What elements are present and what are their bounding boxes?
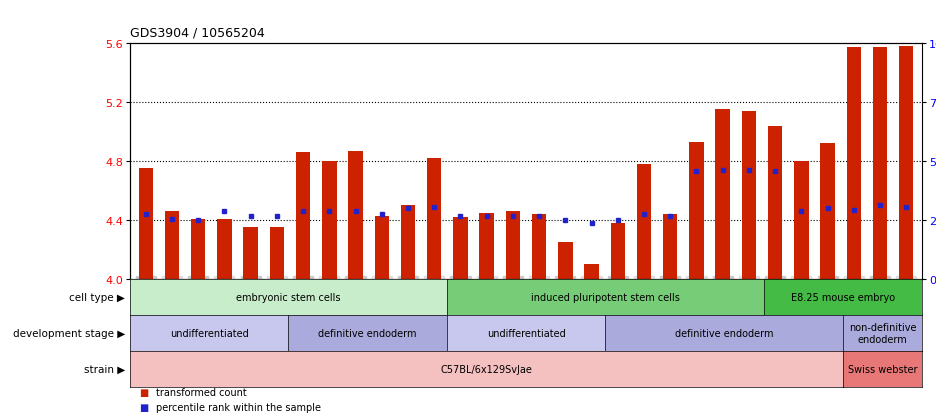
Text: embryonic stem cells: embryonic stem cells bbox=[236, 292, 341, 302]
Text: ■: ■ bbox=[139, 402, 149, 412]
Text: ■: ■ bbox=[139, 387, 149, 397]
Bar bbox=[794, 161, 809, 279]
Text: Swiss webster: Swiss webster bbox=[848, 364, 917, 374]
Text: GDS3904 / 10565204: GDS3904 / 10565204 bbox=[130, 27, 265, 40]
Bar bbox=[322, 161, 337, 279]
Bar bbox=[741, 112, 756, 279]
Text: non-definitive
endoderm: non-definitive endoderm bbox=[849, 323, 916, 344]
Bar bbox=[768, 126, 782, 279]
Text: definitive endoderm: definitive endoderm bbox=[675, 328, 773, 338]
Bar bbox=[165, 211, 179, 279]
Bar bbox=[139, 169, 153, 279]
Bar bbox=[636, 164, 651, 279]
Text: strain ▶: strain ▶ bbox=[84, 364, 125, 374]
Bar bbox=[846, 48, 861, 279]
Bar bbox=[532, 215, 547, 279]
Bar bbox=[505, 211, 520, 279]
Text: E8.25 mouse embryo: E8.25 mouse embryo bbox=[791, 292, 895, 302]
Bar bbox=[610, 223, 625, 279]
Bar bbox=[453, 218, 468, 279]
Bar bbox=[217, 219, 231, 279]
Text: cell type ▶: cell type ▶ bbox=[69, 292, 125, 302]
Text: development stage ▶: development stage ▶ bbox=[13, 328, 125, 338]
Bar bbox=[584, 265, 599, 279]
Text: C57BL/6x129SvJae: C57BL/6x129SvJae bbox=[441, 364, 533, 374]
Text: undifferentiated: undifferentiated bbox=[487, 328, 565, 338]
Bar bbox=[191, 219, 205, 279]
Bar bbox=[715, 110, 730, 279]
Bar bbox=[873, 48, 887, 279]
Bar bbox=[296, 153, 311, 279]
Bar bbox=[427, 159, 442, 279]
Text: percentile rank within the sample: percentile rank within the sample bbox=[156, 402, 321, 412]
Bar bbox=[899, 47, 914, 279]
Bar bbox=[401, 206, 416, 279]
Bar bbox=[663, 215, 678, 279]
Text: undifferentiated: undifferentiated bbox=[169, 328, 249, 338]
Bar bbox=[689, 142, 704, 279]
Text: definitive endoderm: definitive endoderm bbox=[318, 328, 417, 338]
Bar bbox=[479, 213, 494, 279]
Bar bbox=[348, 151, 363, 279]
Text: induced pluripotent stem cells: induced pluripotent stem cells bbox=[531, 292, 680, 302]
Bar bbox=[558, 242, 573, 279]
Bar bbox=[243, 228, 257, 279]
Bar bbox=[270, 228, 284, 279]
Text: transformed count: transformed count bbox=[156, 387, 247, 397]
Bar bbox=[820, 144, 835, 279]
Bar bbox=[374, 216, 389, 279]
